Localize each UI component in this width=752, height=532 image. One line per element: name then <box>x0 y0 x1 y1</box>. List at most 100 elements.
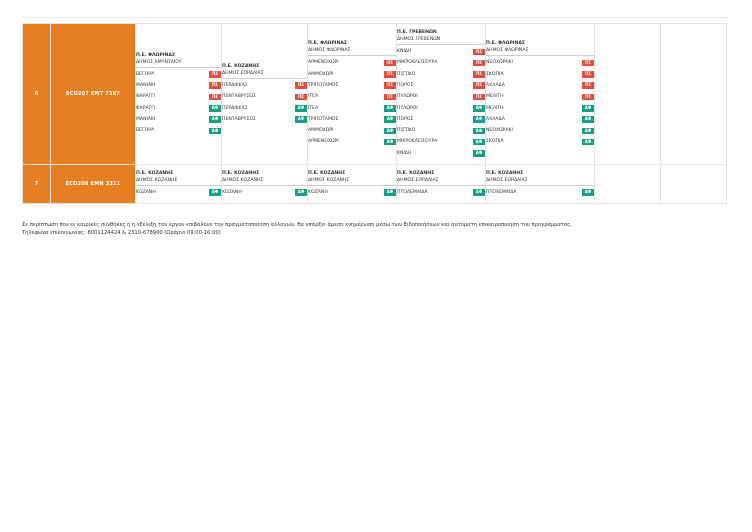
municipality-label: ΔΗΜΟΣ ΓΡΕΒΕΝΩΝ <box>397 37 441 43</box>
stop-name: ΙΤΕΑ <box>308 105 319 111</box>
empty-cell <box>660 23 727 165</box>
stop-type-badge: ΑΦ <box>384 189 396 196</box>
municipality-label: ΔΗΜΟΣ ΚΟΖΑΝΗΣ <box>308 177 350 183</box>
stop-item: ΤΡΙΠΟΤΑΜΟΣ ΑΦ <box>308 114 396 125</box>
stop-name: ΠΕΡΔΙΚΚΑΣ <box>222 82 248 88</box>
region-label: Π.Ε. ΦΛΩΡΙΝΑΣ <box>486 41 526 47</box>
stop-item: ΦΑΡΑΓΓΙ ΠΣ <box>136 91 221 102</box>
municipality-label: ΔΗΜΟΣ ΦΛΩΡΙΝΑΣ <box>486 48 529 54</box>
stop-type-badge: ΠΣ <box>473 93 485 101</box>
stop-type-badge: ΠΣ <box>473 59 485 67</box>
stop-name: ΠΕΝΤΑΒΡΥΣΟΣ <box>222 116 256 122</box>
stop-item: ΠΕΝΤΑΒΡΥΣΟΣ ΠΣ <box>222 91 307 102</box>
stop-name: ΙΤΕΑ <box>308 94 319 100</box>
stop-type-badge: ΑΦ <box>473 116 485 123</box>
empty-cell <box>594 23 661 165</box>
stop-type-badge: ΑΦ <box>582 116 594 123</box>
stop-type-badge: ΠΣ <box>295 93 307 101</box>
stop-item: ΣΚΟΠΙΑ ΑΦ <box>486 136 594 147</box>
stop-item: ΒΕΓΟΡΑ ΑΦ <box>136 125 221 136</box>
stop-type-badge: ΠΣ <box>473 82 485 89</box>
stop-name: ΚΝΙΔΗ <box>397 150 412 156</box>
municipality-label: ΔΗΜΟΣ ΕΟΡΔΑΙΑΣ <box>397 177 439 183</box>
stop-item: ΚΟΖΑΝΗ ΑΦ <box>308 187 396 198</box>
stop-type-badge: ΠΣ <box>582 93 594 101</box>
stop-item: ΑΡΜΕΝΟΧΩΡΙ ΑΦ <box>308 136 396 147</box>
stop-name: ΑΜΜΟΧΩΡΙ <box>308 71 334 77</box>
stop-type-badge: ΠΣ <box>582 71 594 78</box>
route-cell: Π.Ε. ΦΛΩΡΙΝΑΣ ΔΗΜΟΣ ΑΜΥΝΤΑΙΟΥ ΒΕΓΟΡΑ ΠΣ Μ… <box>135 23 222 165</box>
stop-item: ΑΧΛΑΔΑ ΑΦ <box>486 114 594 125</box>
stop-type-badge: ΠΣ <box>473 71 485 78</box>
stop-name: ΚΟΖΑΝΗ <box>136 189 156 195</box>
stop-item: ΝΕΟΧΩΡΑΚΙ ΑΦ <box>486 125 594 136</box>
stop-item: ΠΟΡΟΣ ΠΣ <box>397 80 485 91</box>
stop-type-badge: ΠΣ <box>384 82 396 89</box>
divider <box>397 184 485 186</box>
route-cell: Π.Ε. ΚΟΖΑΝΗΣ ΔΗΜΟΣ ΕΟΡΔΑΙΑΣ ΠΤΟΛΕΜΑΙΔΑ ΑΦ <box>485 164 595 204</box>
stop-type-badge: ΑΦ <box>209 189 221 196</box>
municipality-label: ΔΗΜΟΣ ΚΟΖΑΝΗΣ <box>222 177 264 183</box>
stop-item: ΠΙΣΤΙΚΟ ΠΣ <box>397 69 485 80</box>
region-label: Π.Ε. ΚΟΖΑΝΗΣ <box>222 170 260 176</box>
stop-item: ΙΤΕΑ ΠΣ <box>308 91 396 102</box>
stop-name: ΠΙΣΤΙΚΟ <box>397 71 416 77</box>
stop-name: ΜΙΚΡΟΚΛΕΙΣΟΥΡΑ <box>397 60 438 66</box>
stop-name: ΒΕΓΟΡΑ <box>136 128 155 134</box>
footer-note: Σε περίπτωση που οι καιρικές συνθήκες ή … <box>22 221 572 237</box>
stop-item: ΝΕΟΧΩΡΑΚΙ ΠΣ <box>486 57 594 68</box>
note-line-disclaimer: Σε περίπτωση που οι καιρικές συνθήκες ή … <box>22 222 572 228</box>
stop-name: ΤΡΙΠΟΤΑΜΟΣ <box>308 82 339 88</box>
stop-name: ΠΤΟΛΕΜΑΙΔΑ <box>397 189 428 195</box>
stop-name: ΠΟΡΟΣ <box>397 116 414 122</box>
region-label: Π.Ε. ΚΟΖΑΝΗΣ <box>308 170 346 176</box>
stop-item: ΑΜΜΟΧΩΡΙ ΠΣ <box>308 69 396 80</box>
stop-name: ΚΟΖΑΝΗ <box>308 189 328 195</box>
divider <box>136 66 221 68</box>
divider <box>222 184 307 186</box>
stop-name: ΠΟΡΟΣ <box>397 82 414 88</box>
vehicle-code: ECO208 EMN 3311 <box>50 164 136 204</box>
divider <box>308 55 396 57</box>
stop-type-badge: ΠΣ <box>582 59 594 67</box>
stop-type-badge: ΠΣ <box>295 82 307 89</box>
stop-type-badge: ΠΣ <box>384 71 396 78</box>
stop-item: ΠΕΡΔΙΚΚΑΣ ΑΦ <box>222 103 307 114</box>
stop-item: ΜΕΛΙΤΗ ΑΦ <box>486 103 594 114</box>
stop-type-badge: ΠΣ <box>582 82 594 89</box>
row-number: 7 <box>22 164 51 204</box>
stop-item: ΠΕΡΔΙΚΚΑΣ ΠΣ <box>222 80 307 91</box>
stop-name: ΦΑΡΑΓΓΙ <box>136 105 156 111</box>
stop-type-badge: ΠΣ <box>209 82 221 89</box>
stop-name: ΠΙΣΤΙΚΟ <box>397 128 416 134</box>
stop-name: ΒΕΓΟΡΑ <box>136 71 155 77</box>
municipality-label: ΔΗΜΟΣ ΑΜΥΝΤΑΙΟΥ <box>136 59 182 65</box>
stop-item: ΜΑΝΙΑΚΙ ΑΦ <box>136 114 221 125</box>
stop-item: ΣΚΟΠΙΑ ΠΣ <box>486 69 594 80</box>
stop-name: ΠΕΡΔΙΚΚΑΣ <box>222 105 248 111</box>
stop-item: ΑΜΜΟΧΩΡΙ ΑΦ <box>308 125 396 136</box>
stop-item: ΒΕΓΟΡΑ ΠΣ <box>136 69 221 80</box>
stop-type-badge: ΠΣ <box>384 93 396 101</box>
route-cell: Π.Ε. ΚΟΖΑΝΗΣ ΔΗΜΟΣ ΕΟΡΔΑΙΑΣ ΠΕΡΔΙΚΚΑΣ ΠΣ … <box>221 23 308 165</box>
region-label: Π.Ε. ΚΟΖΑΝΗΣ <box>486 170 524 176</box>
stop-name: ΤΡΙΠΟΤΑΜΟΣ <box>308 116 339 122</box>
route-cell: Π.Ε. ΚΟΖΑΝΗΣ ΔΗΜΟΣ ΕΟΡΔΑΙΑΣ ΠΤΟΛΕΜΑΙΔΑ ΑΦ <box>396 164 486 204</box>
vehicle-code: ECO207 EMT 7387 <box>50 23 136 165</box>
divider <box>397 44 485 46</box>
stop-name: ΣΚΟΠΙΑ <box>486 71 504 77</box>
route-cell: Π.Ε. ΦΛΩΡΙΝΑΣ ΔΗΜΟΣ ΦΛΩΡΙΝΑΣ ΝΕΟΧΩΡΑΚΙ ΠΣ… <box>485 23 595 165</box>
stop-name: ΜΕΛΙΤΗ <box>486 105 504 111</box>
municipality-label: ΔΗΜΟΣ ΦΛΩΡΙΝΑΣ <box>308 48 351 54</box>
stop-name: ΑΜΜΟΧΩΡΙ <box>308 128 334 134</box>
stop-name: ΜΙΚΡΟΚΛΕΙΣΟΥΡΑ <box>397 139 438 145</box>
stop-type-badge: ΑΦ <box>295 116 307 123</box>
stop-type-badge: ΑΦ <box>384 116 396 123</box>
stop-item: ΦΑΡΑΓΓΙ ΑΦ <box>136 103 221 114</box>
stop-item: ΠΥΛΩΡΟΙ ΑΦ <box>397 103 485 114</box>
route-cell: Π.Ε. ΦΛΩΡΙΝΑΣ ΔΗΜΟΣ ΦΛΩΡΙΝΑΣ ΑΡΜΕΝΟΧΩΡΙ Π… <box>307 23 397 165</box>
stop-name: ΝΕΟΧΩΡΑΚΙ <box>486 60 513 66</box>
divider <box>136 184 221 186</box>
stop-type-badge: ΑΦ <box>582 138 594 146</box>
